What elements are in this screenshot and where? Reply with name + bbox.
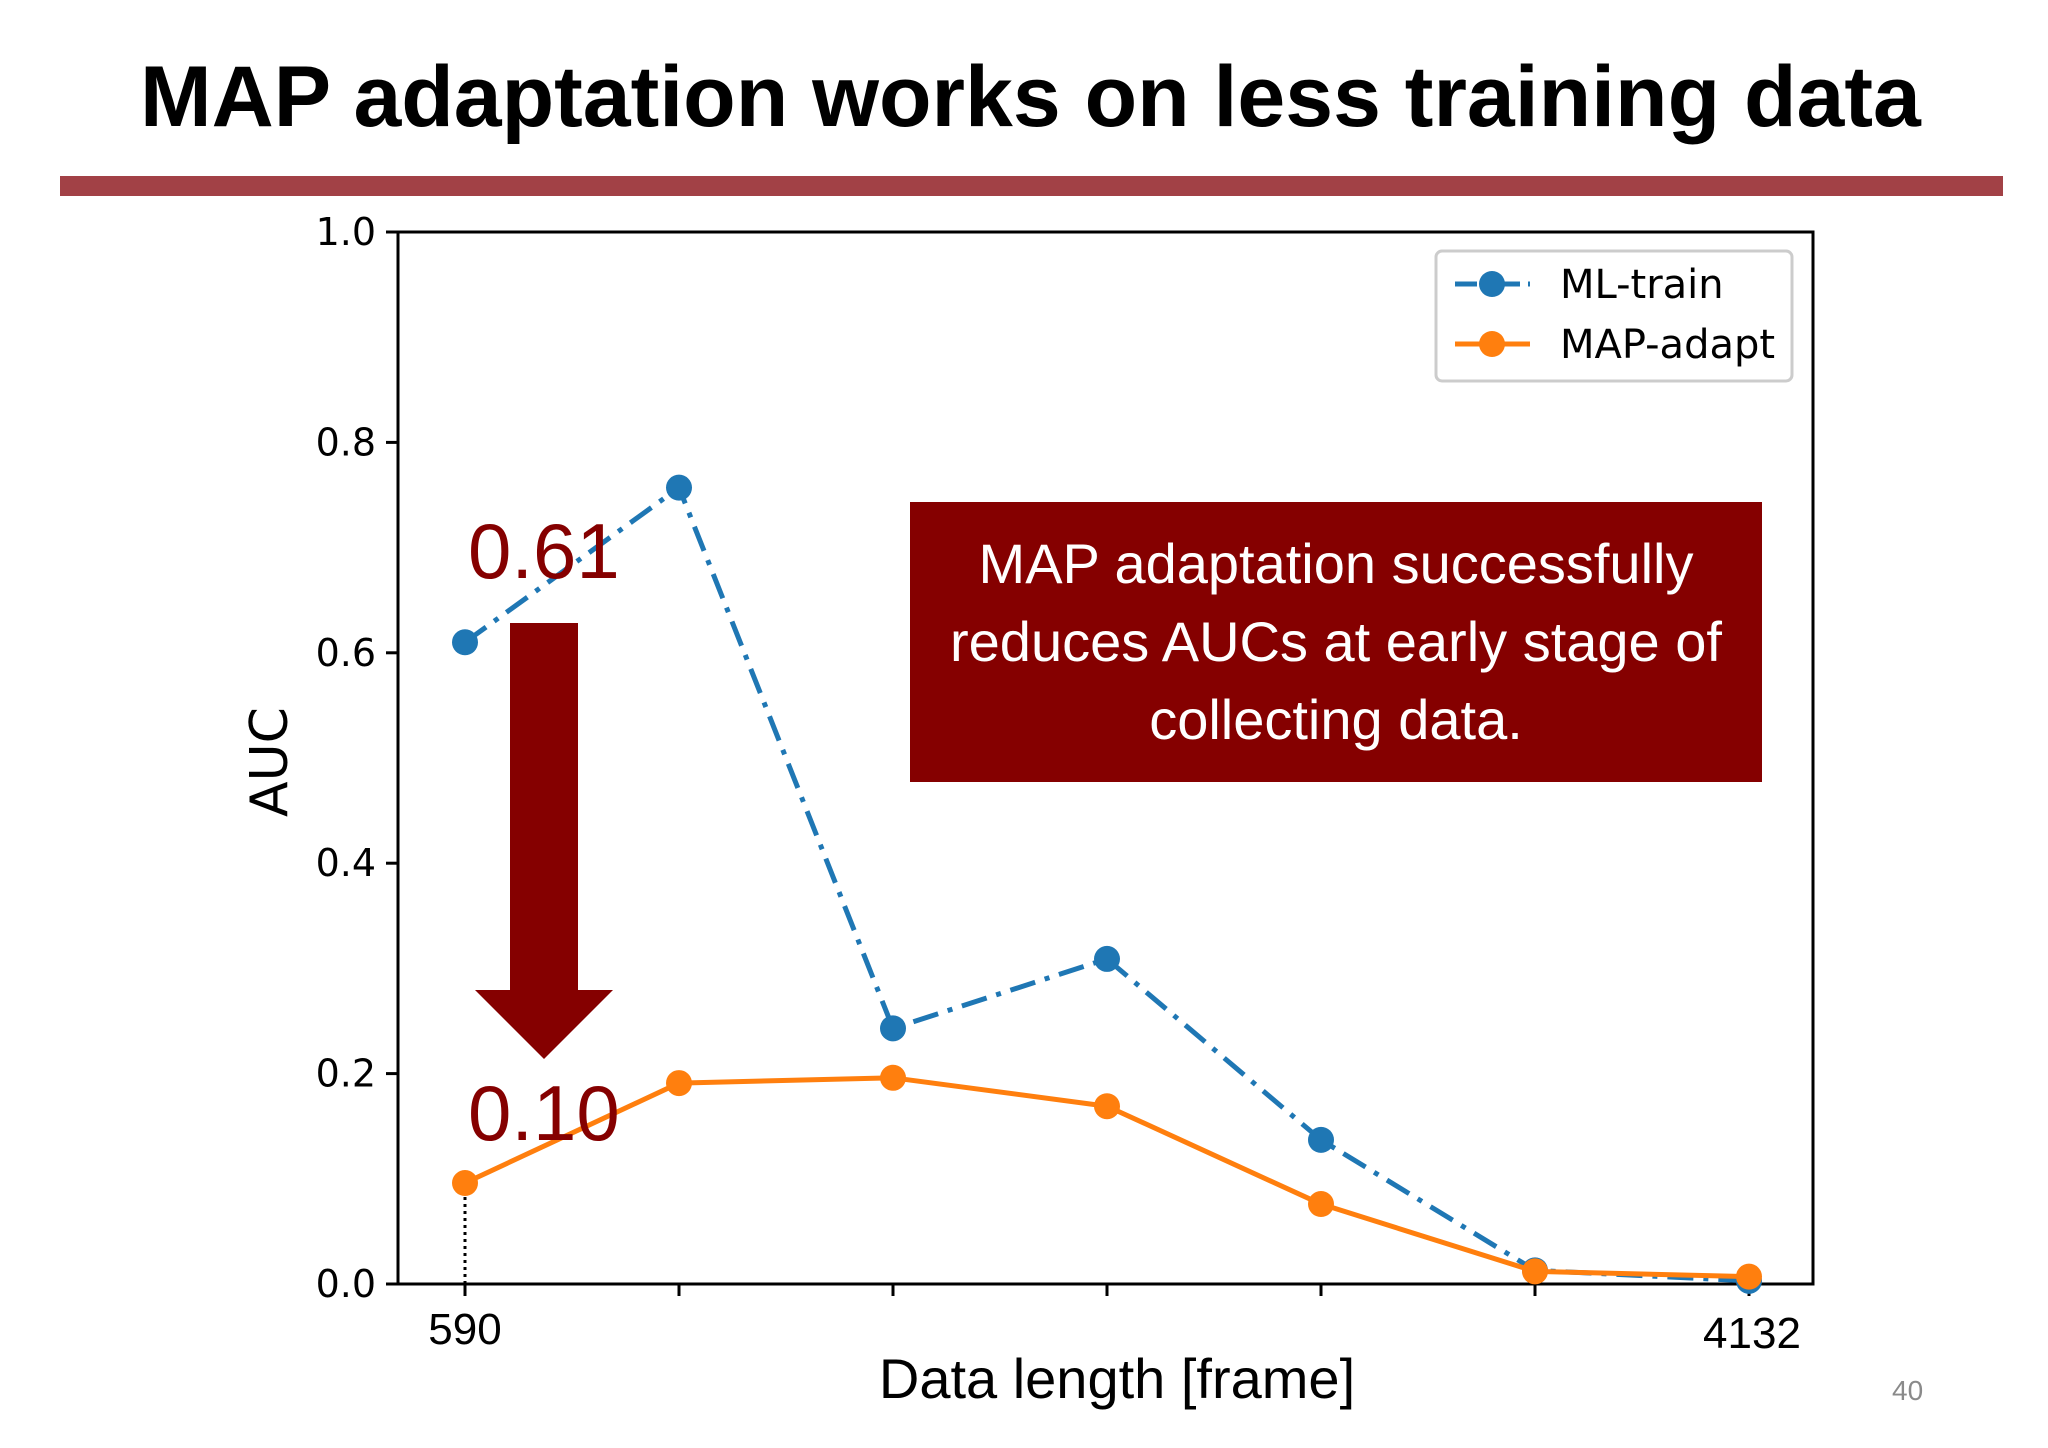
page-number: 40 bbox=[1892, 1375, 1924, 1406]
series-layer bbox=[452, 474, 1762, 1294]
data-point bbox=[666, 474, 692, 501]
data-point bbox=[1522, 1258, 1548, 1285]
x-end-label: 4132 bbox=[1703, 1309, 1801, 1358]
y-axis: 0.0 0.2 0.4 0.6 0.8 1.0 AUC bbox=[240, 210, 398, 1306]
legend: ML-train MAP-adapt bbox=[1434, 249, 1794, 383]
data-point bbox=[1094, 945, 1120, 972]
y-tick-label: 0.2 bbox=[316, 1052, 376, 1096]
data-point bbox=[880, 1064, 906, 1091]
y-tick-label: 1.0 bbox=[316, 210, 376, 254]
y-tick-label: 0.4 bbox=[316, 841, 376, 885]
annotation-low: 0.10 bbox=[468, 1069, 620, 1157]
legend-entry: ML-train bbox=[1560, 262, 1724, 308]
x-axis: Data length [frame] 590 4132 bbox=[428, 1284, 1801, 1410]
slide-title: MAP adaptation works on less training da… bbox=[140, 49, 1921, 145]
legend-swatch-marker bbox=[1479, 331, 1505, 357]
legend-box bbox=[1434, 249, 1794, 383]
y-axis-label: AUC bbox=[240, 707, 300, 817]
legend-swatch-marker bbox=[1479, 271, 1505, 297]
down-arrow-icon bbox=[475, 623, 613, 1059]
data-point bbox=[1308, 1191, 1334, 1218]
annotation-high: 0.61 bbox=[468, 507, 620, 595]
data-point bbox=[1736, 1263, 1762, 1290]
data-point bbox=[880, 1015, 906, 1042]
data-point bbox=[452, 1170, 478, 1197]
data-point bbox=[1094, 1093, 1120, 1120]
x-start-label: 590 bbox=[428, 1305, 501, 1354]
y-tick-label: 0.0 bbox=[316, 1262, 376, 1306]
x-axis-label: Data length [frame] bbox=[879, 1347, 1355, 1410]
title-divider bbox=[60, 176, 2003, 196]
legend-entry: MAP-adapt bbox=[1560, 322, 1775, 368]
data-point bbox=[1308, 1126, 1334, 1153]
callout-box: MAP adaptation successfully reduces AUCs… bbox=[910, 502, 1762, 782]
y-tick-label: 0.8 bbox=[316, 420, 376, 464]
annotation-layer: 0.61 0.10 bbox=[463, 507, 620, 1284]
data-point bbox=[666, 1070, 692, 1097]
data-point bbox=[452, 629, 478, 656]
y-tick-label: 0.6 bbox=[316, 631, 376, 675]
